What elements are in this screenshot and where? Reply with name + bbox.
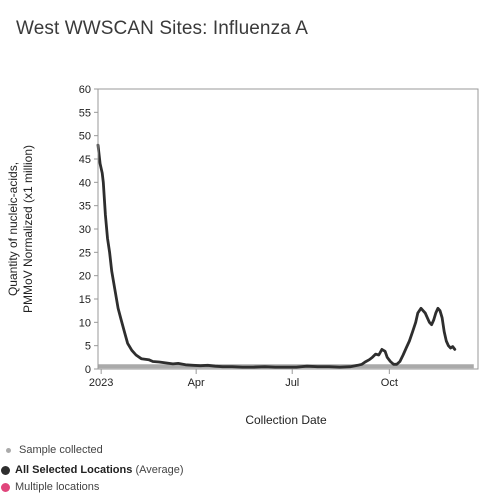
series-dot-icon — [1, 465, 10, 475]
x-tick-label: Oct — [381, 377, 398, 389]
location-dot-icon — [1, 482, 10, 492]
chart-title: West WWSCAN Sites: Influenza A — [16, 18, 308, 39]
x-axis-title: Collection Date — [245, 413, 327, 427]
y-axis: 0 5 10 15 20 25 30 35 40 45 50 55 60 — [79, 84, 98, 376]
legend-label: Multiple locations — [15, 481, 100, 493]
y-tick-label: 5 — [85, 341, 91, 353]
y-tick-label: 50 — [79, 131, 91, 143]
y-axis-title-line-1: Quantity of nucleic-acids, — [6, 162, 20, 296]
series-lines — [96, 143, 457, 369]
series-line-all-selected-locations — [96, 143, 457, 369]
y-tick-label: 60 — [79, 84, 91, 96]
y-axis-title-line-2: PMMoV Normalized (x1 million) — [21, 145, 35, 313]
x-tick-label: Jul — [285, 377, 299, 389]
y-tick-label: 20 — [79, 271, 91, 283]
line-chart: 0 5 10 15 20 25 30 35 40 45 50 55 60 2023 Apr Jul Oct Q… — [6, 84, 479, 427]
legend-item-all-selected-locations[interactable]: All Selected Locations (Average) — [0, 464, 184, 476]
y-tick-label: 55 — [79, 107, 91, 119]
y-tick-label: 10 — [79, 317, 91, 329]
legend-label: Sample collected — [19, 444, 103, 456]
y-tick-label: 15 — [79, 294, 91, 306]
plot-frame — [97, 88, 479, 370]
legend-item-sample-collected[interactable]: Sample collected — [5, 444, 103, 456]
y-tick-label: 30 — [79, 224, 91, 236]
y-tick-label: 25 — [79, 247, 91, 259]
y-tick-label: 45 — [79, 154, 91, 166]
legend-item-multiple-locations[interactable]: Multiple locations — [0, 481, 99, 493]
x-axis: 2023 Apr Jul Oct — [89, 369, 398, 389]
legend-label: All Selected Locations — [15, 464, 133, 476]
x-tick-label: Apr — [188, 377, 205, 389]
legend-suffix: (Average) — [135, 464, 184, 476]
y-tick-label: 35 — [79, 201, 91, 213]
sample-dot-icon — [6, 447, 11, 453]
y-tick-label: 40 — [79, 177, 91, 189]
x-tick-label: 2023 — [89, 377, 113, 389]
y-tick-label: 0 — [85, 364, 91, 376]
